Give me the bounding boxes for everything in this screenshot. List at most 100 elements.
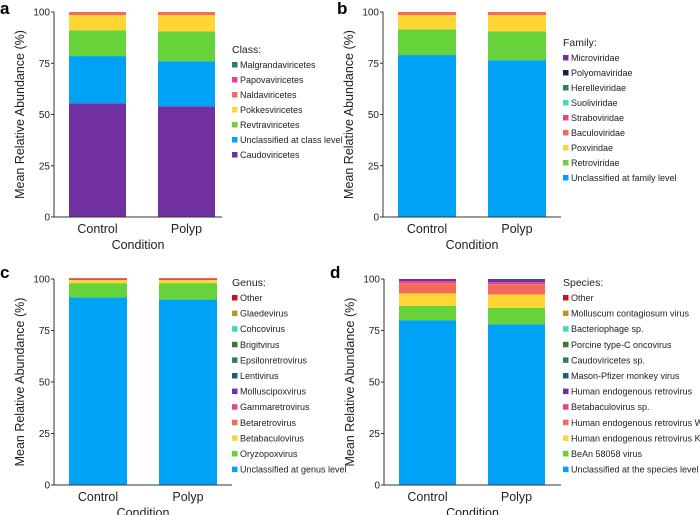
legend-swatch xyxy=(563,419,569,426)
bar-segment-polyp-1 xyxy=(158,61,215,107)
legend-item: Suoliviridae xyxy=(571,98,618,108)
legend-swatch xyxy=(232,137,238,143)
y-tick-label: 50 xyxy=(39,378,51,389)
legend-item: Human endogenous retrovirus K xyxy=(571,433,700,443)
legend-swatch xyxy=(563,145,569,151)
legend-swatch xyxy=(563,341,569,348)
bar-segment-control-3 xyxy=(69,15,126,31)
legend-swatch xyxy=(563,310,569,317)
bar-segment-control-0 xyxy=(398,55,456,217)
legend-title: Family: xyxy=(563,37,597,49)
legend-title: Class: xyxy=(232,44,261,56)
x-axis-label: Condition xyxy=(117,506,170,515)
y-tick-label: 0 xyxy=(373,213,379,224)
legend-item: Baculoviridae xyxy=(571,128,625,138)
legend-swatch xyxy=(563,175,569,181)
panel-label: a xyxy=(0,0,10,18)
bar-segment-control-1 xyxy=(398,29,456,56)
y-tick-label: 100 xyxy=(363,275,380,286)
legend-swatch xyxy=(232,357,238,363)
legend-item: Caudoviricetes xyxy=(240,150,300,160)
legend-item: Oryzopoxvirus xyxy=(240,449,298,459)
panel-label: b xyxy=(337,0,347,18)
legend-swatch xyxy=(232,122,238,128)
bar-segment-control-0 xyxy=(69,297,127,485)
legend-swatch xyxy=(232,326,238,332)
legend-swatch xyxy=(563,100,569,106)
legend-swatch xyxy=(232,77,238,83)
legend-item: Other xyxy=(240,293,263,303)
bar-segment-polyp-4 xyxy=(158,12,215,16)
legend-swatch xyxy=(563,373,569,379)
x-tick-label: Control xyxy=(77,222,117,236)
bar-segment-control-4 xyxy=(399,281,456,284)
bar-segment-polyp-0 xyxy=(488,60,546,217)
y-tick-label: 25 xyxy=(39,429,51,440)
bar-segment-polyp-5 xyxy=(488,280,545,283)
bar-segment-control-4 xyxy=(69,12,126,16)
y-tick-label: 75 xyxy=(39,59,51,70)
legend-swatch xyxy=(232,341,238,348)
bar-segment-polyp-6 xyxy=(488,279,545,281)
y-axis-label: Mean Relative Abundance (%) xyxy=(342,30,356,199)
x-axis-label: Condition xyxy=(446,506,499,515)
y-axis-label: Mean Relative Abundance (%) xyxy=(343,298,357,467)
legend-swatch xyxy=(232,451,238,457)
legend-item: Revtraviricetes xyxy=(240,120,300,130)
y-tick-label: 75 xyxy=(39,326,51,337)
bar-segment-control-2 xyxy=(399,293,456,306)
legend-item: Straboviridae xyxy=(571,113,624,123)
legend-item: Naldaviricetes xyxy=(240,90,297,100)
legend-item: Betaretrovirus xyxy=(240,418,297,428)
legend-swatch xyxy=(563,85,569,91)
legend-item: Malgrandaviricetes xyxy=(240,60,316,70)
legend-item: Pokkesviricetes xyxy=(240,105,303,115)
legend-swatch xyxy=(563,451,569,457)
bar-segment-polyp-11 xyxy=(159,278,217,280)
legend-swatch xyxy=(563,115,569,121)
legend-swatch xyxy=(563,466,569,473)
x-axis-label: Condition xyxy=(112,238,165,252)
y-axis-label: Mean Relative Abundance (%) xyxy=(13,30,27,199)
y-tick-label: 0 xyxy=(374,481,380,492)
bar-segment-polyp-3 xyxy=(488,284,545,295)
x-tick-label: Control xyxy=(407,222,447,236)
legend-swatch xyxy=(563,295,569,301)
bar-segment-polyp-0 xyxy=(488,324,545,485)
legend-swatch xyxy=(232,404,238,410)
legend-swatch xyxy=(232,152,238,158)
bar-segment-polyp-4 xyxy=(488,282,545,285)
legend-item: Caudoviricetes sp. xyxy=(571,355,645,365)
panel-label: d xyxy=(330,263,340,282)
legend-item: Betabaculovirus xyxy=(240,433,305,443)
bar-segment-polyp-2 xyxy=(158,31,215,62)
y-tick-label: 100 xyxy=(362,8,379,19)
legend-swatch xyxy=(563,404,569,410)
legend-swatch xyxy=(563,357,569,363)
y-axis-label: Mean Relative Abundance (%) xyxy=(13,298,27,467)
bar-segment-polyp-0 xyxy=(158,106,215,217)
legend-title: Genus: xyxy=(232,277,266,289)
legend-item: Gammaretrovirus xyxy=(240,402,310,412)
legend-swatch xyxy=(563,435,569,441)
legend-item: Unclassified at family level xyxy=(571,173,677,183)
y-tick-label: 50 xyxy=(368,110,380,121)
legend-item: Glaedevirus xyxy=(240,309,289,319)
x-tick-label: Polyp xyxy=(172,490,203,504)
y-tick-label: 25 xyxy=(369,429,381,440)
bar-segment-control-3 xyxy=(398,12,456,16)
y-tick-label: 75 xyxy=(369,326,381,337)
x-tick-label: Polyp xyxy=(501,222,532,236)
legend-item: Molluscipoxvirus xyxy=(240,387,307,397)
bar-segment-control-1 xyxy=(399,305,456,321)
legend-swatch xyxy=(232,388,238,395)
legend-swatch xyxy=(563,130,569,136)
legend-item: Molluscum contagiosum virus xyxy=(571,309,690,319)
bar-segment-polyp-2 xyxy=(488,15,546,32)
bar-segment-polyp-2 xyxy=(159,280,217,284)
x-tick-label: Control xyxy=(78,490,118,504)
x-tick-label: Polyp xyxy=(501,490,532,504)
legend-item: Human endogenous retrovirus W xyxy=(571,418,700,428)
legend-item: Mason-Pfizer monkey virus xyxy=(571,371,680,381)
legend-item: Brigitvirus xyxy=(240,340,280,350)
